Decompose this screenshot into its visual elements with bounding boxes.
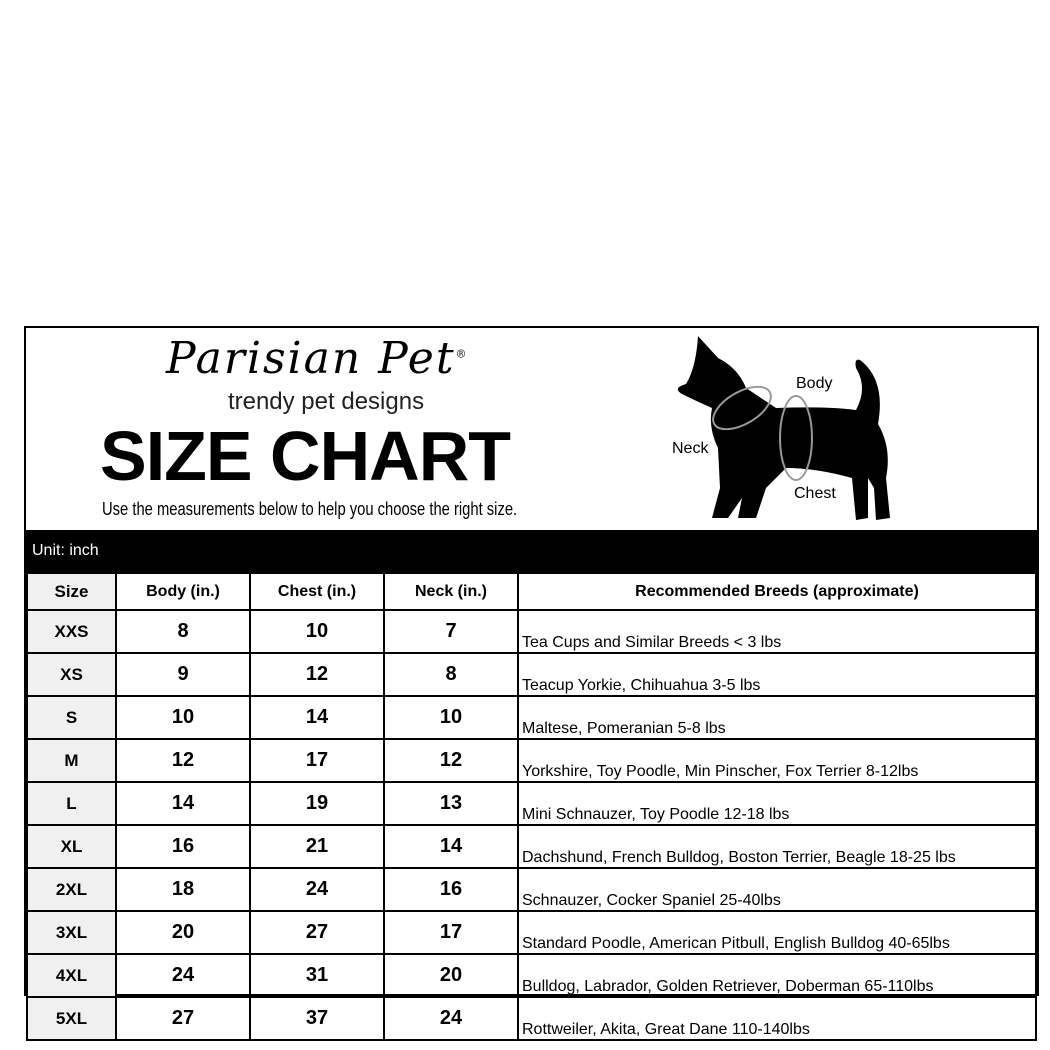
table-row: 5XL 27 37 24 Rottweiler, Akita, Great Dane 1… <box>26 996 1037 1041</box>
subtitle: Use the measurements below to help you c… <box>102 499 518 519</box>
cell-chest: 31 <box>249 953 385 998</box>
cell-breeds: Yorkshire, Toy Poodle, Min Pinscher, Fox… <box>517 738 1037 783</box>
col-neck: Neck (in.) <box>383 572 519 611</box>
cell-body: 10 <box>115 695 251 740</box>
logo-text: Parisian Pet <box>166 333 456 384</box>
diagram-label-body: Body <box>796 375 832 392</box>
cell-body: 27 <box>115 996 251 1041</box>
cell-breeds: Standard Poodle, American Pitbull, Engli… <box>517 910 1037 955</box>
cell-chest: 17 <box>249 738 385 783</box>
cell-body: 20 <box>115 910 251 955</box>
diagram-label-chest: Chest <box>794 485 836 502</box>
table-row: XS 9 12 8 Teacup Yorkie, Chihuahua 3-5 lbs <box>26 652 1037 697</box>
cell-size: M <box>26 738 117 783</box>
col-size: Size <box>26 572 117 611</box>
cell-size: 4XL <box>26 953 117 998</box>
size-table: Size Body (in.) Chest (in.) Neck (in.) R… <box>26 572 1037 1041</box>
cell-chest: 24 <box>249 867 385 912</box>
cell-size: L <box>26 781 117 826</box>
unit-band: Unit: inch <box>26 530 1037 572</box>
cell-breeds: Teacup Yorkie, Chihuahua 3-5 lbs <box>517 652 1037 697</box>
dog-measurement-diagram: Body Neck Chest <box>672 336 890 520</box>
brand-logo: Parisian Pet® <box>166 334 469 384</box>
col-chest: Chest (in.) <box>249 572 385 611</box>
cell-neck: 24 <box>383 996 519 1041</box>
cell-chest: 19 <box>249 781 385 826</box>
diagram-label-neck: Neck <box>672 440 709 457</box>
unit-label: Unit: inch <box>32 542 99 559</box>
page-title: SIZE CHART <box>100 417 511 495</box>
cell-size: 2XL <box>26 867 117 912</box>
cell-size: 3XL <box>26 910 117 955</box>
table-row: M 12 17 12 Yorkshire, Toy Poodle, Min Pinsch… <box>26 738 1037 783</box>
table-row: XL 16 21 14 Dachshund, French Bulldog, Bosto… <box>26 824 1037 869</box>
cell-breeds: Bulldog, Labrador, Golden Retriever, Dob… <box>517 953 1037 998</box>
cell-size: XS <box>26 652 117 697</box>
cell-chest: 10 <box>249 609 385 654</box>
cell-neck: 8 <box>383 652 519 697</box>
cell-body: 9 <box>115 652 251 697</box>
cell-breeds: Rottweiler, Akita, Great Dane 110-140lbs <box>517 996 1037 1041</box>
tagline: trendy pet designs <box>227 388 425 415</box>
cell-breeds: Tea Cups and Similar Breeds < 3 lbs <box>517 609 1037 654</box>
dog-silhouette-icon <box>677 336 890 520</box>
cell-neck: 13 <box>383 781 519 826</box>
cell-size: 5XL <box>26 996 117 1041</box>
cell-chest: 14 <box>249 695 385 740</box>
cell-body: 16 <box>115 824 251 869</box>
table-row: XXS 8 10 7 Tea Cups and Similar Breeds < 3 l… <box>26 609 1037 654</box>
registered-mark: ® <box>455 347 469 361</box>
cell-chest: 21 <box>249 824 385 869</box>
cell-neck: 17 <box>383 910 519 955</box>
cell-size: S <box>26 695 117 740</box>
table-row: 2XL 18 24 16 Schnauzer, Cocker Spaniel 25-40… <box>26 867 1037 912</box>
cell-chest: 37 <box>249 996 385 1041</box>
cell-body: 14 <box>115 781 251 826</box>
cell-size: XL <box>26 824 117 869</box>
cell-breeds: Schnauzer, Cocker Spaniel 25-40lbs <box>517 867 1037 912</box>
cell-neck: 12 <box>383 738 519 783</box>
cell-body: 18 <box>115 867 251 912</box>
cell-breeds: Maltese, Pomeranian 5-8 lbs <box>517 695 1037 740</box>
header: Parisian Pet® trendy pet designs SIZE CH… <box>26 328 1037 530</box>
col-body: Body (in.) <box>115 572 251 611</box>
cell-breeds: Dachshund, French Bulldog, Boston Terrie… <box>517 824 1037 869</box>
cell-body: 12 <box>115 738 251 783</box>
table-row: 3XL 20 27 17 Standard Poodle, American Pitbu… <box>26 910 1037 955</box>
table-row: S 10 14 10 Maltese, Pomeranian 5-8 lbs <box>26 695 1037 740</box>
cell-neck: 14 <box>383 824 519 869</box>
cell-neck: 10 <box>383 695 519 740</box>
cell-neck: 7 <box>383 609 519 654</box>
size-chart: Parisian Pet® trendy pet designs SIZE CH… <box>24 326 1039 1041</box>
cell-neck: 16 <box>383 867 519 912</box>
table-row: 4XL 24 31 20 Bulldog, Labrador, Golden Retri… <box>26 953 1037 998</box>
cell-body: 24 <box>115 953 251 998</box>
col-breeds: Recommended Breeds (approximate) <box>517 572 1037 611</box>
cell-chest: 12 <box>249 652 385 697</box>
cell-body: 8 <box>115 609 251 654</box>
cell-breeds: Mini Schnauzer, Toy Poodle 12-18 lbs <box>517 781 1037 826</box>
cell-chest: 27 <box>249 910 385 955</box>
cell-size: XXS <box>26 609 117 654</box>
table-row: L 14 19 13 Mini Schnauzer, Toy Poodle 12-18 … <box>26 781 1037 826</box>
table-header-row: Size Body (in.) Chest (in.) Neck (in.) R… <box>26 572 1037 611</box>
cell-neck: 20 <box>383 953 519 998</box>
